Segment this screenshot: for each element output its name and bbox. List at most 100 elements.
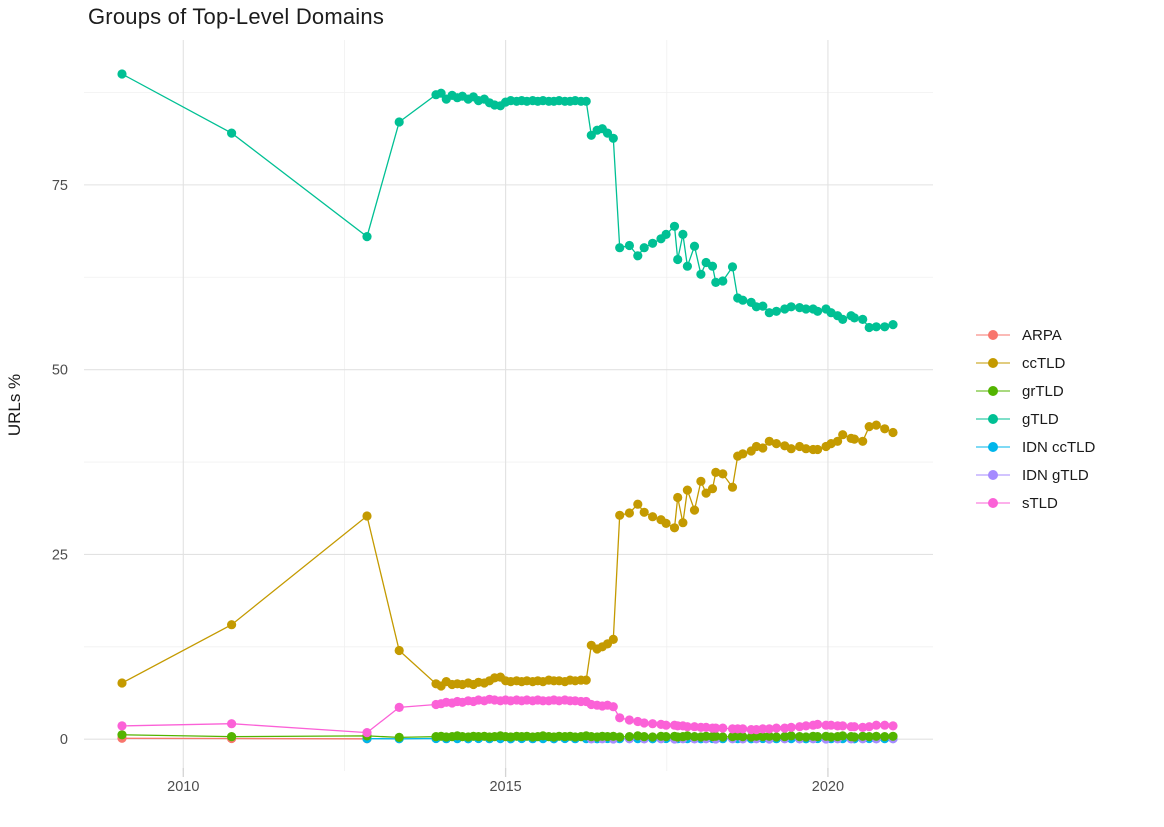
legend: ARPA ccTLD grTLD gTLD IDN ccTLD IDN gTLD sTLD — [976, 321, 1095, 517]
data-point-ccTLD — [696, 476, 706, 486]
data-point-ccTLD — [669, 523, 680, 533]
data-point-ccTLD — [581, 675, 591, 685]
data-point-grTLD — [888, 731, 898, 741]
y-tick-label: 75 — [52, 178, 68, 194]
data-point-sTLD — [615, 713, 625, 723]
legend-item-sTLD: sTLD — [976, 489, 1095, 517]
data-point-gTLD — [648, 238, 658, 248]
data-point-sTLD — [771, 723, 782, 733]
data-point-ccTLD — [624, 508, 635, 518]
data-point-ccTLD — [682, 485, 693, 495]
x-tick-label: 2020 — [812, 779, 844, 795]
data-point-sTLD — [838, 721, 848, 731]
data-point-gTLD — [678, 229, 688, 239]
data-point-gTLD — [673, 254, 683, 265]
data-point-ccTLD — [833, 436, 843, 446]
data-point-sTLD — [888, 721, 898, 731]
data-point-ccTLD — [758, 443, 768, 453]
data-point-ccTLD — [771, 439, 782, 449]
legend-item-label: sTLD — [1022, 494, 1058, 512]
data-point-gTLD — [608, 133, 618, 143]
data-point-grTLD — [858, 731, 868, 741]
data-point-grTLD — [117, 730, 127, 740]
data-point-ccTLD — [849, 434, 860, 444]
data-point-grTLD — [764, 731, 774, 741]
data-point-gTLD — [764, 308, 774, 318]
data-point-sTLD — [786, 722, 796, 733]
data-point-grTLD — [661, 732, 671, 742]
legend-item-IDN-gTLD: IDN gTLD — [976, 461, 1095, 489]
legend-item-label: ARPA — [1022, 326, 1062, 344]
data-point-gTLD — [639, 243, 649, 253]
legend-key-icon — [976, 413, 1010, 425]
data-point-grTLD — [864, 732, 874, 742]
data-point-ccTLD — [648, 512, 658, 522]
legend-item-label: IDN gTLD — [1022, 466, 1089, 484]
legend-key-icon — [976, 357, 1010, 369]
data-point-grTLD — [838, 731, 848, 741]
data-point-ccTLD — [608, 634, 618, 645]
data-point-gTLD — [682, 261, 693, 271]
data-point-gTLD — [864, 322, 874, 333]
legend-key-dot — [988, 358, 998, 368]
series-line-ARPA — [121, 737, 368, 740]
data-point-gTLD — [615, 243, 625, 253]
data-point-gTLD — [633, 251, 643, 261]
data-point-ccTLD — [633, 499, 643, 509]
data-point-grTLD — [227, 732, 237, 742]
data-point-gTLD — [581, 96, 591, 106]
data-point-gTLD — [858, 314, 868, 324]
data-point-gTLD — [738, 295, 748, 305]
data-point-gTLD — [888, 320, 898, 330]
data-point-ccTLD — [673, 492, 683, 503]
data-point-gTLD — [696, 269, 706, 279]
legend-item-grTLD: grTLD — [976, 377, 1095, 405]
data-point-gTLD — [227, 128, 237, 138]
data-point-grTLD — [849, 732, 860, 742]
data-point-sTLD — [764, 724, 774, 734]
data-point-ccTLD — [727, 482, 738, 492]
data-point-gTLD — [689, 241, 700, 251]
data-point-gTLD — [758, 301, 768, 311]
data-point-ccTLD — [711, 467, 721, 477]
data-point-ccTLD — [678, 518, 688, 528]
data-point-grTLD — [711, 731, 721, 741]
data-point-sTLD — [608, 702, 618, 712]
legend-item-label: gTLD — [1022, 410, 1059, 428]
data-point-sTLD — [813, 719, 823, 730]
data-point-ccTLD — [394, 645, 404, 656]
data-point-grTLD — [801, 732, 811, 742]
data-point-gTLD — [661, 229, 671, 239]
data-point-ccTLD — [689, 505, 700, 515]
data-point-ccTLD — [858, 436, 868, 446]
data-point-sTLD — [871, 720, 881, 730]
data-point-gTLD — [849, 313, 860, 323]
data-point-sTLD — [362, 728, 372, 738]
data-point-sTLD — [394, 702, 404, 713]
data-point-ccTLD — [880, 424, 890, 434]
data-point-gTLD — [880, 322, 890, 332]
data-point-sTLD — [648, 719, 658, 729]
data-point-gTLD — [436, 88, 446, 98]
legend-key-icon — [976, 329, 1010, 341]
data-point-ccTLD — [871, 420, 881, 430]
legend-key-dot — [988, 414, 998, 424]
data-point-grTLD — [639, 732, 649, 742]
x-tick-label: 2010 — [167, 779, 199, 795]
data-point-sTLD — [738, 724, 748, 734]
legend-item-IDN-ccTLD: IDN ccTLD — [976, 433, 1095, 461]
data-point-grTLD — [615, 732, 625, 742]
data-point-sTLD — [639, 718, 649, 728]
legend-key-dot — [988, 442, 998, 452]
legend-item-label: ccTLD — [1022, 354, 1066, 372]
legend-item-label: IDN ccTLD — [1022, 438, 1096, 456]
data-point-ccTLD — [888, 427, 898, 438]
series-line-gTLD — [121, 73, 894, 329]
data-point-sTLD — [718, 723, 728, 733]
data-point-gTLD — [394, 117, 404, 127]
legend-key-dot — [988, 498, 998, 508]
legend-key-icon — [976, 441, 1010, 453]
legend-item-label: grTLD — [1022, 382, 1064, 400]
data-point-gTLD — [362, 232, 372, 242]
